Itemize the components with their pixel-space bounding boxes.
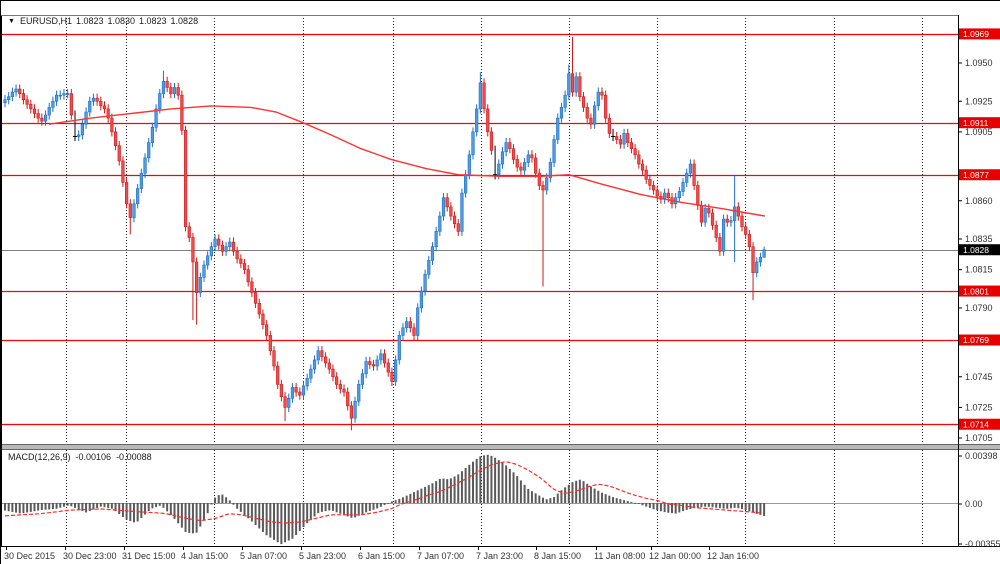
price-tick-label: 1.0815 [965, 265, 993, 275]
macd-main-value: -0.00106 [75, 452, 112, 462]
ma-layer [48, 105, 766, 217]
price-tick-label: 1.0950 [965, 58, 993, 68]
quote-close: 1.0828 [170, 16, 199, 26]
level-price-badge: 1.0877 [959, 169, 1000, 181]
ma-line [48, 105, 766, 217]
symbol-dropdown-icon[interactable]: ▼ [8, 18, 15, 25]
level-price-badge: 1.0769 [959, 334, 1000, 346]
time-tick-label: 5 Jan 07:00 [240, 551, 287, 561]
macd-signal-line [4, 461, 765, 524]
time-tick-label: 30 Dec 2015 [4, 551, 55, 561]
quote-open: 1.0823 [75, 16, 104, 26]
macd-signal-layer [4, 461, 765, 524]
macd-axis-label: 0.00398 [965, 451, 998, 461]
quote-high: 1.0830 [107, 16, 136, 26]
panel-separator [1, 444, 1000, 450]
svg-text:1.0769: 1.0769 [963, 335, 989, 345]
price-tick-label: 1.0745 [965, 372, 993, 382]
time-tick-label: 7 Jan 07:00 [417, 551, 464, 561]
quote-low: 1.0823 [139, 16, 167, 26]
price-tick-label: 1.0725 [965, 402, 993, 412]
macd-signal-value: -0.00088 [116, 452, 152, 462]
time-axis[interactable]: 30 Dec 2015 30 Dec 23:00 31 Dec 15:00 4 Jan… [4, 546, 759, 561]
time-tick-label: 4 Jan 15:00 [181, 551, 228, 561]
macd-indicator-label: MACD(12,26,9) -0.00106 -0.00088 [8, 452, 152, 463]
time-tick-label: 11 Jan 08:00 [594, 551, 645, 561]
time-tick-label: 12 Jan 16:00 [707, 551, 759, 561]
macd-name: MACD(12,26,9) [8, 452, 71, 462]
time-tick-label: 8 Jan 15:00 [534, 551, 581, 561]
level-price-badge: 1.0801 [959, 285, 1000, 297]
macd-histogram [1, 454, 958, 545]
time-tick-label: 5 Jan 23:00 [299, 551, 346, 561]
symbol-period-label: EURUSD,H1 [19, 16, 72, 26]
time-tick-label: 7 Jan 23:00 [476, 551, 523, 561]
svg-text:1.0828: 1.0828 [963, 245, 989, 255]
current-price-badge: 1.0828 [959, 244, 1000, 256]
svg-text:1.0911: 1.0911 [963, 118, 989, 128]
price-tick-label: 1.0705 [965, 433, 993, 443]
svg-text:1.0801: 1.0801 [963, 286, 989, 296]
macd-axis-label: 0.00 [965, 499, 983, 509]
price-axis[interactable]: 1.0950 1.0925 1.0905 1.0860 1.0835 1.0815 1.07… [958, 28, 1000, 443]
level-price-badge: 1.0714 [959, 418, 1000, 430]
price-tick-label: 1.0790 [965, 303, 993, 313]
level-price-badge: 1.0911 [959, 117, 1000, 129]
svg-text:1.0969: 1.0969 [963, 29, 989, 39]
price-tick-label: 1.0835 [965, 234, 993, 244]
svg-text:1.0714: 1.0714 [963, 419, 989, 429]
svg-text:1.0877: 1.0877 [963, 170, 989, 180]
price-tick-label: 1.0905 [965, 127, 993, 137]
macd-axis-label: -0.00355 [965, 539, 1000, 549]
time-tick-label: 30 Dec 23:00 [63, 551, 117, 561]
level-price-badge: 1.0969 [959, 28, 1000, 40]
macd-axis: 0.00398 0.00 -0.00355 [958, 451, 1000, 549]
price-tick-label: 1.0925 [965, 96, 993, 106]
time-tick-label: 6 Jan 15:00 [358, 551, 405, 561]
price-tick-label: 1.0860 [965, 196, 993, 206]
quote-line: ▼ EURUSD,H1 1.0823 1.0830 1.0823 1.0828 [8, 16, 198, 27]
candle-series [3, 36, 766, 431]
time-tick-label: 12 Jan 00:00 [649, 551, 701, 561]
time-tick-label: 31 Dec 15:00 [122, 551, 176, 561]
chart-frame [1, 15, 1000, 547]
